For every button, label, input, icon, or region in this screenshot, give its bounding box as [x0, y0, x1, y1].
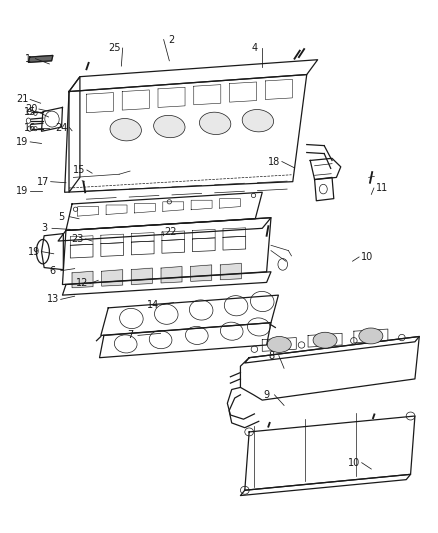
- Ellipse shape: [110, 118, 141, 141]
- Text: 19: 19: [16, 186, 28, 196]
- Polygon shape: [190, 265, 211, 281]
- Text: 15: 15: [73, 165, 85, 175]
- Text: 17: 17: [36, 176, 49, 187]
- Polygon shape: [220, 263, 241, 280]
- Text: 12: 12: [76, 278, 88, 288]
- Text: 9: 9: [263, 390, 269, 400]
- Polygon shape: [102, 270, 122, 286]
- Polygon shape: [72, 271, 93, 288]
- Text: 2: 2: [168, 35, 174, 45]
- Text: 22: 22: [164, 227, 177, 237]
- Text: 5: 5: [58, 212, 64, 222]
- Ellipse shape: [267, 336, 290, 352]
- Text: 10: 10: [347, 458, 359, 467]
- Ellipse shape: [312, 332, 336, 348]
- Text: 19: 19: [28, 247, 40, 257]
- Text: 7: 7: [127, 330, 133, 341]
- Text: 6: 6: [49, 266, 56, 276]
- Text: 3: 3: [41, 223, 47, 233]
- Text: 4: 4: [251, 43, 257, 53]
- Polygon shape: [131, 268, 152, 285]
- Text: 16: 16: [24, 123, 36, 133]
- Text: 19: 19: [16, 137, 28, 147]
- Ellipse shape: [358, 328, 382, 344]
- Text: 11: 11: [375, 183, 387, 193]
- Text: 13: 13: [46, 294, 59, 304]
- Text: 21: 21: [16, 94, 28, 104]
- Ellipse shape: [153, 115, 184, 138]
- Text: 18: 18: [267, 157, 279, 166]
- Text: 25: 25: [108, 43, 121, 53]
- Text: 14: 14: [147, 300, 159, 310]
- Ellipse shape: [199, 112, 230, 134]
- Text: 20: 20: [25, 104, 37, 114]
- Text: 8: 8: [267, 351, 273, 361]
- Text: 1: 1: [25, 54, 31, 63]
- Polygon shape: [161, 266, 182, 283]
- Text: 24: 24: [55, 123, 67, 133]
- Polygon shape: [28, 55, 53, 62]
- Text: 15: 15: [24, 107, 36, 117]
- Text: 23: 23: [71, 234, 84, 244]
- Ellipse shape: [242, 109, 273, 132]
- Text: 10: 10: [360, 252, 372, 262]
